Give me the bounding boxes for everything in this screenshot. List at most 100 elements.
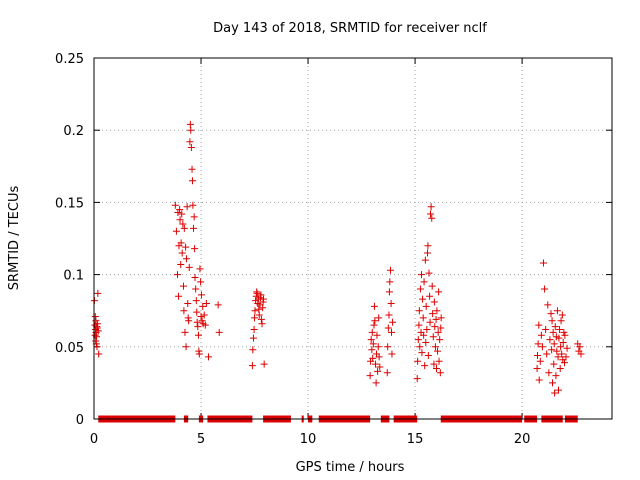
data-point bbox=[560, 359, 568, 367]
data-point bbox=[214, 301, 222, 309]
data-point bbox=[253, 289, 261, 297]
data-point bbox=[535, 376, 543, 384]
data-point bbox=[429, 310, 437, 318]
data-point bbox=[559, 356, 567, 364]
data-point bbox=[368, 346, 376, 354]
data-point bbox=[548, 317, 556, 325]
data-points bbox=[90, 120, 585, 397]
data-point bbox=[260, 295, 268, 303]
data-point bbox=[179, 282, 187, 290]
x-tick-label: 20 bbox=[514, 432, 531, 447]
data-point bbox=[576, 343, 584, 351]
data-point bbox=[558, 350, 566, 358]
data-point bbox=[375, 314, 383, 322]
data-point bbox=[370, 302, 378, 310]
data-point bbox=[534, 351, 542, 359]
data-point bbox=[201, 321, 209, 329]
data-point bbox=[414, 357, 422, 365]
data-point bbox=[413, 375, 421, 383]
data-point bbox=[536, 357, 544, 365]
data-point bbox=[384, 324, 392, 332]
data-point bbox=[194, 331, 202, 339]
data-point bbox=[537, 331, 545, 339]
data-point bbox=[384, 343, 392, 351]
data-point bbox=[177, 239, 185, 247]
data-point bbox=[562, 353, 570, 361]
y-tick-label: 0.1 bbox=[63, 269, 84, 284]
data-point bbox=[183, 203, 191, 211]
axis-ticks: 0 0.05 0.1 0.15 0.2 0.25 0 5 10 15 20 bbox=[55, 52, 612, 447]
data-point bbox=[533, 364, 541, 372]
chart-title: Day 143 of 2018, SRMTID for receiver ncl… bbox=[213, 21, 487, 36]
data-point bbox=[545, 369, 553, 377]
data-point bbox=[191, 273, 199, 281]
data-point bbox=[434, 328, 442, 336]
data-point bbox=[369, 340, 377, 348]
data-point bbox=[199, 302, 207, 310]
data-point bbox=[386, 278, 394, 286]
data-point bbox=[176, 206, 184, 214]
data-point bbox=[548, 346, 556, 354]
data-point bbox=[190, 224, 198, 232]
data-point bbox=[552, 372, 560, 380]
data-point bbox=[366, 372, 374, 380]
data-point bbox=[94, 327, 102, 335]
data-point bbox=[93, 320, 101, 328]
data-point bbox=[373, 331, 381, 339]
data-point bbox=[257, 291, 265, 299]
data-point bbox=[371, 317, 379, 325]
data-point bbox=[577, 350, 585, 358]
data-point bbox=[430, 298, 438, 306]
data-point bbox=[250, 325, 258, 333]
data-point bbox=[387, 299, 395, 307]
data-point bbox=[421, 362, 429, 370]
data-point bbox=[179, 220, 187, 228]
data-point bbox=[372, 379, 380, 387]
data-point bbox=[431, 343, 439, 351]
data-point bbox=[188, 177, 196, 185]
data-point bbox=[251, 307, 259, 315]
data-point bbox=[376, 363, 384, 371]
data-point bbox=[202, 299, 210, 307]
y-tick-label: 0.15 bbox=[55, 196, 84, 211]
data-point bbox=[193, 318, 201, 326]
data-point bbox=[194, 323, 202, 331]
data-point bbox=[172, 227, 180, 235]
data-point bbox=[557, 343, 565, 351]
data-point bbox=[94, 289, 102, 297]
data-point bbox=[431, 323, 439, 331]
x-tick-label: 15 bbox=[407, 432, 424, 447]
data-point bbox=[555, 334, 563, 342]
data-point bbox=[430, 360, 438, 368]
data-point bbox=[95, 350, 103, 358]
data-point bbox=[424, 242, 432, 250]
data-point bbox=[93, 343, 101, 351]
data-point bbox=[383, 369, 391, 377]
y-axis-label: SRMTID / TECUs bbox=[7, 186, 22, 291]
data-point bbox=[419, 314, 427, 322]
data-point bbox=[370, 321, 378, 329]
data-point bbox=[386, 266, 394, 274]
data-point bbox=[559, 338, 567, 346]
data-point bbox=[553, 347, 561, 355]
data-point bbox=[182, 255, 190, 263]
data-point bbox=[540, 259, 548, 267]
data-point bbox=[422, 302, 430, 310]
data-point bbox=[419, 295, 427, 303]
data-point bbox=[197, 312, 205, 320]
data-point bbox=[385, 311, 393, 319]
data-point bbox=[92, 337, 100, 345]
data-point bbox=[182, 343, 190, 351]
data-point bbox=[549, 328, 557, 336]
data-point bbox=[551, 323, 559, 331]
data-point bbox=[190, 213, 198, 221]
data-point bbox=[560, 328, 568, 336]
data-point bbox=[195, 350, 203, 358]
data-point bbox=[421, 256, 429, 264]
data-point bbox=[388, 350, 396, 358]
data-point bbox=[434, 347, 442, 355]
data-point bbox=[260, 360, 268, 368]
data-point bbox=[416, 343, 424, 351]
data-point bbox=[428, 282, 436, 290]
